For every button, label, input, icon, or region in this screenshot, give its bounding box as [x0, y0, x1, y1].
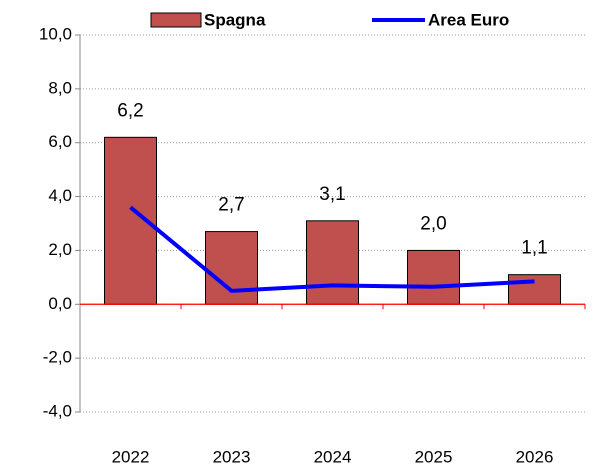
data-label: 1,1 — [521, 238, 547, 259]
data-label: 2,7 — [218, 195, 244, 216]
x-tick-label: 2024 — [314, 447, 352, 466]
data-label: 6,2 — [117, 100, 143, 121]
x-tick-label: 2026 — [516, 447, 554, 466]
y-tick-label: 8,0 — [48, 78, 72, 97]
y-tick-label: -4,0 — [43, 401, 72, 420]
line — [129, 205, 535, 293]
y-tick-label: 2,0 — [48, 240, 72, 259]
x-tick-label: 2023 — [213, 447, 251, 466]
legend-label: Area Euro — [428, 10, 509, 29]
y-tick-label: 6,0 — [48, 132, 72, 151]
bar — [205, 231, 258, 305]
legend-box — [148, 8, 553, 32]
bar — [508, 274, 561, 305]
bar — [306, 220, 359, 305]
y-tick-label: 0,0 — [48, 294, 72, 313]
data-label: 2,0 — [420, 213, 446, 234]
x-tick-label: 2022 — [112, 447, 150, 466]
y-tick-label: 10,0 — [39, 24, 72, 43]
x-tick-label: 2025 — [415, 447, 453, 466]
legend-swatch — [150, 12, 202, 28]
legend-label: Spagna — [204, 10, 266, 29]
y-tick-label: 4,0 — [48, 186, 72, 205]
bar — [407, 249, 460, 305]
y-tick-label: -2,0 — [43, 348, 72, 367]
data-label: 3,1 — [319, 184, 345, 205]
